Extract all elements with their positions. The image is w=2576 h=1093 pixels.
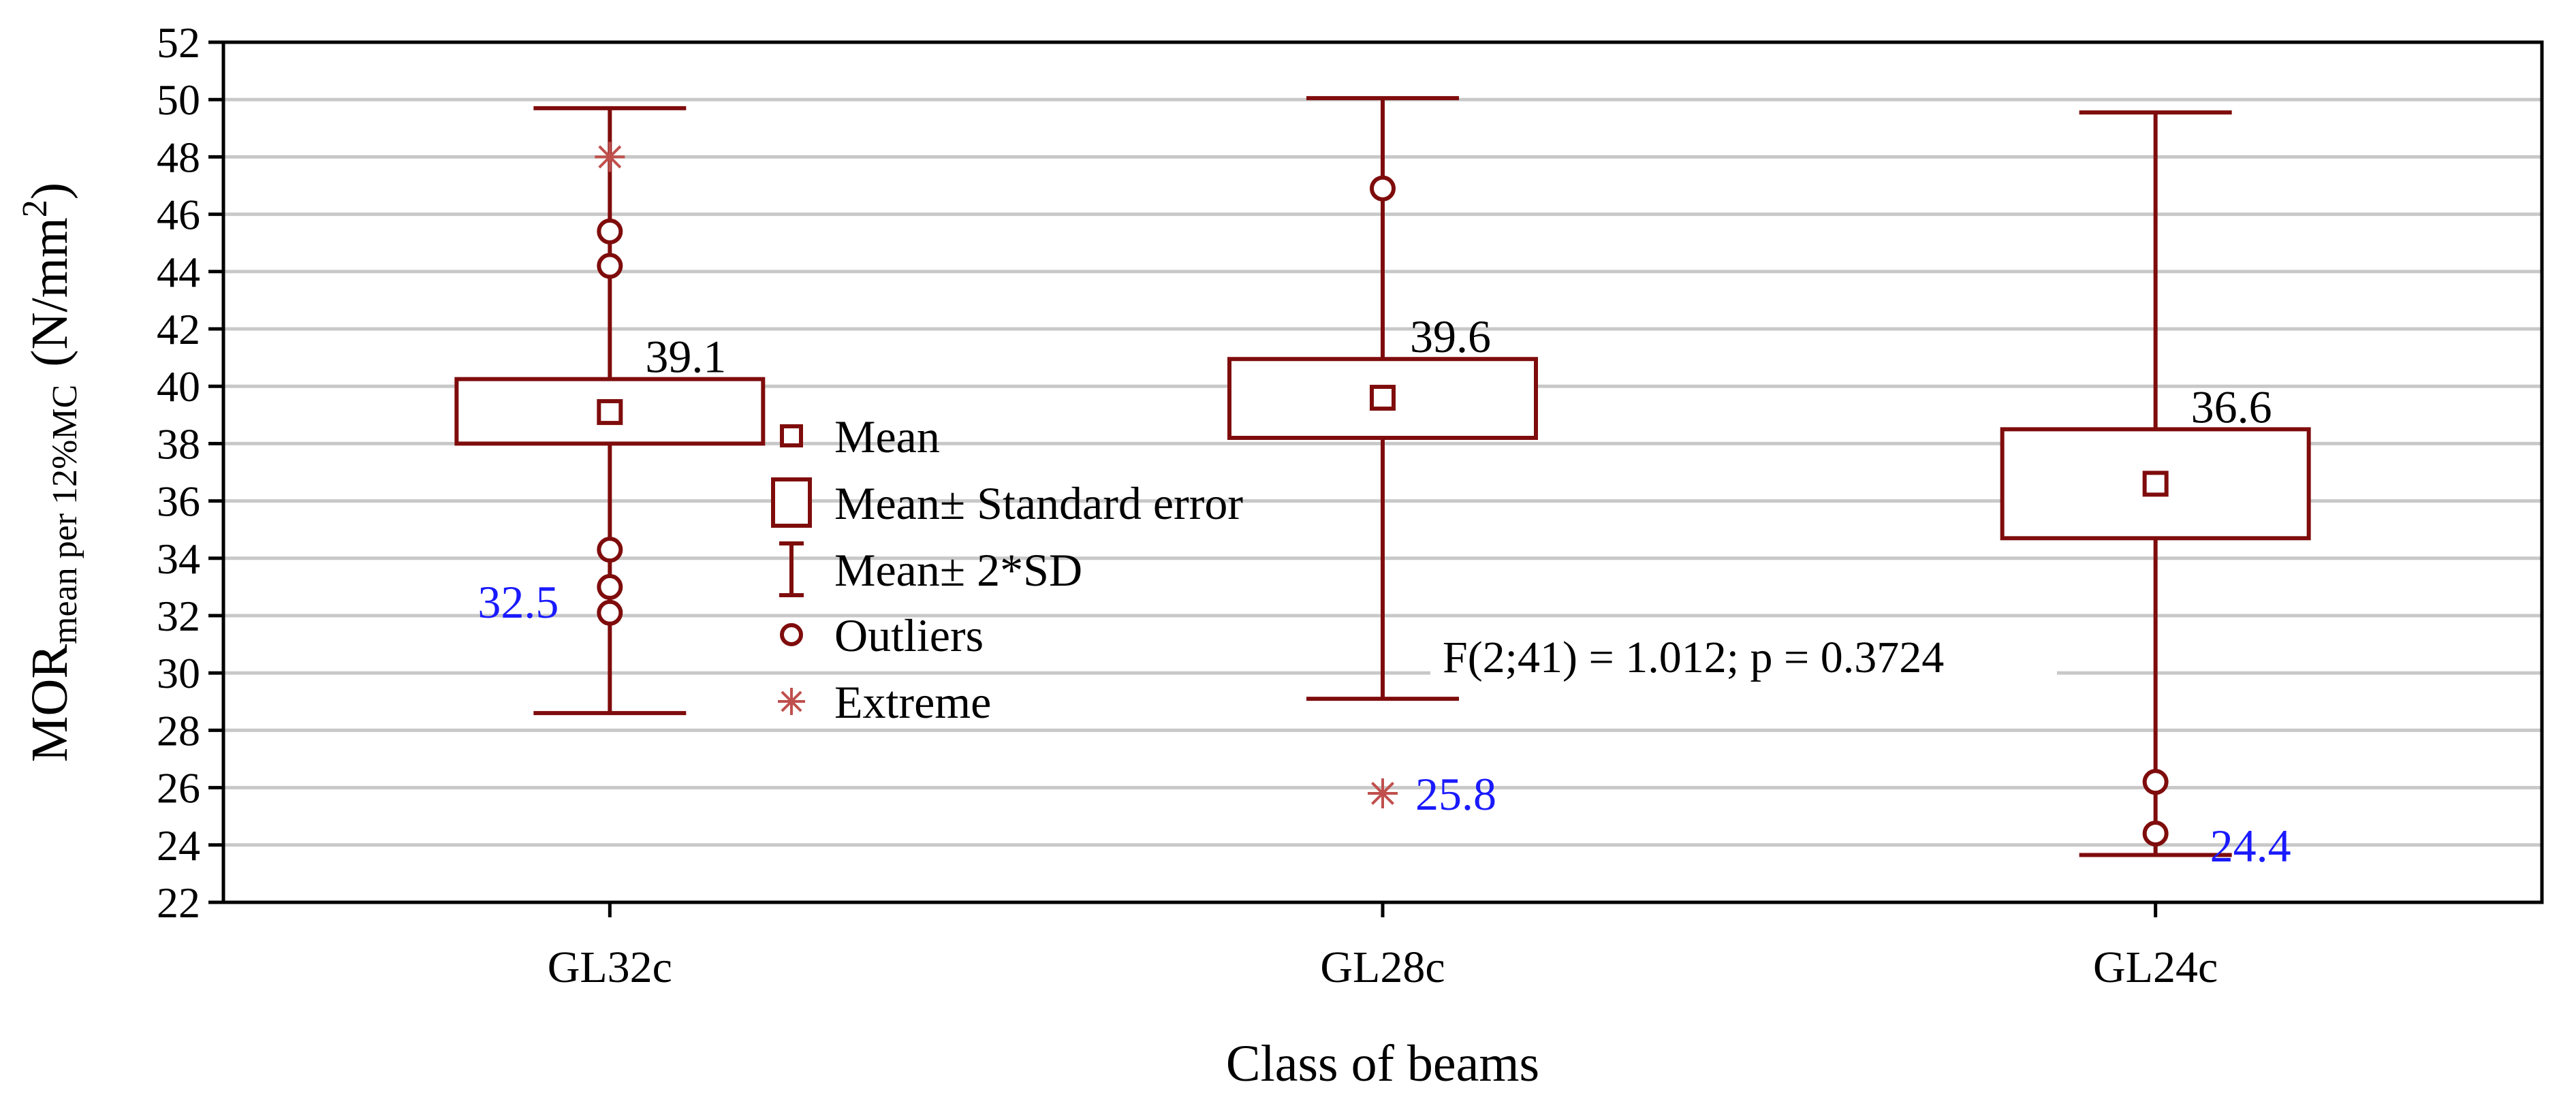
x-tick-label: GL28c (1320, 942, 1445, 992)
low-value-label: 24.4 (2210, 820, 2291, 872)
x-axis-label: Class of beams (1226, 1035, 1539, 1090)
legend: Mean Mean± Standard error Mean± 2*SD Outli… (771, 411, 1243, 728)
outlier-point (597, 253, 623, 279)
low-value-label: 32.5 (477, 576, 559, 628)
y-tick-label: 46 (157, 191, 200, 239)
y-label-subscript: mean per 12%MC (46, 385, 84, 644)
legend-label: Mean± 2*SD (834, 544, 1082, 596)
y-label-unit-prefix: (N/mm (21, 217, 78, 367)
mean-marker (597, 399, 623, 426)
legend-item-mean: Mean (780, 411, 940, 462)
legend-label: Extreme (834, 676, 991, 728)
y-tick-label: 26 (157, 764, 200, 812)
mean-value-label: 39.6 (1410, 311, 1491, 362)
x-tick-label: GL24c (2093, 942, 2218, 992)
outlier-point (597, 537, 623, 563)
svg-text:MORmean per 12%MC(N/mm2): MORmean per 12%MC (N/mm2) (16, 183, 84, 762)
outlier-point (2142, 820, 2169, 846)
y-tick-label: 32 (157, 592, 200, 640)
legend-item-outlier: Outliers (780, 609, 984, 661)
extreme-point (595, 142, 625, 172)
box-series-GL24c (2000, 110, 2311, 857)
y-tick-label: 44 (157, 248, 200, 296)
y-label-unit-superscript: 2 (16, 200, 54, 217)
outlier-point (2142, 769, 2169, 795)
y-tick-label: 42 (157, 305, 200, 353)
y-tick-label: 48 (157, 133, 200, 181)
legend-mean-swatch (780, 424, 803, 447)
standard-error-box (454, 377, 766, 446)
annotation: F(2;41) = 1.012; p = 0.3724 (1430, 620, 2057, 688)
mean-value-label: 39.1 (645, 331, 726, 383)
y-axis-label: MORmean per 12%MC (N/mm2) (16, 183, 84, 762)
axis-layer: 22 24 26 28 30 32 34 36 38 40 42 44 46 48 50 52 GL32c GL2… (157, 18, 2218, 992)
y-label-unit-suffix: ) (21, 183, 78, 200)
y-tick-label: 50 (157, 76, 200, 124)
legend-item-sd: Mean± 2*SD (779, 541, 1082, 597)
legend-label: Outliers (834, 609, 984, 661)
legend-item-se: Mean± Standard error (771, 477, 1243, 529)
mean-value-label: 36.6 (2191, 381, 2272, 432)
legend-se-swatch (771, 477, 812, 528)
y-tick-label: 34 (157, 535, 200, 583)
extreme-point (1368, 778, 1398, 809)
legend-label: Mean± Standard error (834, 477, 1243, 529)
low-value-label: 25.8 (1415, 768, 1496, 820)
y-tick-label: 40 (157, 362, 200, 411)
legend-outlier-swatch (780, 623, 803, 646)
y-tick-label: 38 (157, 419, 200, 468)
anova-annotation: F(2;41) = 1.012; p = 0.3724 (1443, 633, 1944, 682)
x-tick-label: GL32c (548, 942, 672, 992)
y-tick-label: 22 (157, 878, 200, 927)
outlier-point (597, 573, 623, 600)
y-tick-label: 24 (157, 821, 200, 870)
y-tick-label: 28 (157, 706, 200, 755)
plot-layer: 39.1 39.6 36.6 32.5 25.8 24.4 (454, 96, 2311, 872)
legend-extreme-swatch (778, 688, 805, 715)
outlier-point (1370, 175, 1396, 202)
box-series-GL28c (1227, 96, 1538, 809)
y-tick-label: 36 (157, 477, 200, 526)
outlier-point (597, 599, 623, 626)
mean-marker (1370, 385, 1396, 411)
legend-label: Mean (834, 411, 940, 462)
y-label-main: MOR (21, 644, 78, 762)
legend-item-extreme: Extreme (778, 676, 991, 728)
box-series-GL32c (454, 106, 766, 716)
y-tick-label: 52 (157, 18, 200, 67)
outlier-point (597, 218, 623, 244)
legend-sd-swatch (779, 541, 804, 597)
mean-marker (2142, 471, 2169, 497)
y-tick-label: 30 (157, 649, 200, 697)
